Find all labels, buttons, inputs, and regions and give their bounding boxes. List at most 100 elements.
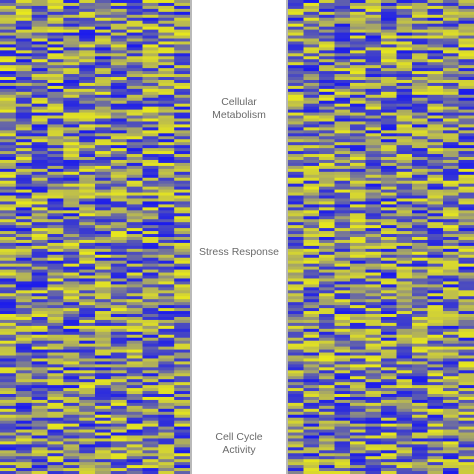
heatmap-cell	[15, 325, 33, 330]
heatmap-cell	[63, 423, 80, 427]
heatmap-cell	[95, 148, 112, 152]
heatmap-cell	[47, 456, 64, 460]
heatmap-cell	[0, 361, 17, 365]
heatmap-cell	[412, 136, 428, 140]
heatmap-cell	[458, 429, 474, 433]
heatmap-cell	[174, 213, 190, 217]
heatmap-cell	[95, 257, 112, 262]
heatmap-cell	[63, 334, 80, 339]
heatmap-cell	[303, 245, 320, 250]
heatmap-cell	[0, 272, 17, 276]
heatmap-cell	[15, 219, 33, 223]
heatmap-cell	[15, 319, 33, 324]
heatmap-cell	[365, 198, 382, 202]
heatmap-cell	[142, 65, 159, 69]
heatmap-cell	[303, 275, 320, 279]
heatmap-cell	[79, 281, 96, 285]
heatmap-cell	[79, 462, 96, 466]
heatmap-cell	[412, 263, 428, 268]
heatmap-cell	[15, 311, 33, 315]
heatmap-cell	[142, 5, 159, 10]
heatmap-cell	[63, 248, 80, 253]
heatmap-cell	[458, 391, 474, 395]
heatmap-cell	[334, 328, 351, 333]
heatmap-cell	[15, 299, 33, 303]
heatmap-cell	[350, 444, 366, 448]
heatmap-cell	[0, 29, 17, 33]
heatmap-cell	[47, 213, 64, 217]
heatmap-cell	[396, 44, 413, 48]
heatmap-cell	[365, 459, 382, 463]
heatmap-cell	[443, 328, 459, 333]
heatmap-cell	[381, 23, 397, 28]
heatmap-cell	[396, 459, 413, 463]
heatmap-cell	[288, 103, 304, 108]
heatmap-cell	[174, 59, 190, 63]
heatmap-cell	[79, 5, 96, 10]
heatmap-cell	[0, 8, 17, 13]
heatmap-cell	[126, 272, 143, 276]
heatmap-cell	[158, 59, 175, 63]
heatmap-cell	[365, 225, 382, 229]
heatmap-cell	[47, 343, 64, 348]
heatmap-cell	[174, 207, 190, 211]
heatmap-cell	[79, 198, 96, 202]
heatmap-cell	[427, 62, 444, 66]
heatmap-cell	[303, 47, 320, 51]
heatmap-cell	[396, 316, 413, 321]
heatmap-cell	[381, 198, 397, 202]
heatmap-cell	[334, 456, 351, 460]
heatmap-cell	[381, 367, 397, 371]
heatmap-cell	[396, 157, 413, 161]
heatmap-cell	[334, 444, 351, 448]
heatmap-cell	[158, 402, 175, 407]
heatmap-cell	[0, 44, 17, 48]
heatmap-cell	[142, 402, 159, 407]
heatmap-cell	[319, 77, 335, 81]
heatmap-cell	[443, 305, 459, 309]
heatmap-cell	[381, 74, 397, 78]
heatmap-cell	[47, 272, 64, 276]
heatmap-cell	[396, 94, 413, 99]
heatmap-cell	[174, 79, 190, 84]
heatmap-cell	[95, 100, 112, 105]
heatmap-cell	[303, 228, 320, 232]
heatmap-cell	[110, 159, 128, 164]
heatmap-cell	[63, 53, 80, 57]
heatmap-cell	[334, 23, 351, 28]
heatmap-cell	[79, 130, 96, 134]
heatmap-cell	[31, 121, 48, 125]
heatmap-cell	[95, 204, 112, 208]
heatmap-cell	[412, 231, 428, 235]
heatmap-cell	[334, 124, 351, 128]
heatmap-cell	[95, 59, 112, 63]
heatmap-cell	[443, 456, 459, 460]
heatmap-cell	[0, 183, 17, 188]
heatmap-cell	[412, 145, 428, 149]
heatmap-cell	[110, 50, 128, 54]
heatmap-cell	[458, 364, 474, 368]
heatmap-cell	[31, 127, 48, 131]
heatmap-cell	[288, 207, 304, 211]
heatmap-cell	[47, 94, 64, 99]
heatmap-cell	[334, 263, 351, 268]
heatmap-cell	[142, 305, 159, 309]
heatmap-cell	[412, 38, 428, 42]
heatmap-cell	[63, 177, 80, 182]
heatmap-cell	[458, 287, 474, 291]
heatmap-cell	[126, 62, 143, 66]
heatmap-cell	[396, 112, 413, 116]
heatmap-cell	[303, 59, 320, 63]
heatmap-cell	[350, 231, 366, 235]
heatmap-cell	[174, 438, 190, 442]
heatmap-cell	[158, 35, 175, 39]
heatmap-cell	[47, 459, 64, 463]
heatmap-cell	[0, 331, 17, 336]
heatmap-cell	[303, 145, 320, 149]
heatmap-cell	[396, 352, 413, 356]
heatmap-cell	[142, 210, 159, 214]
heatmap-cell	[79, 373, 96, 377]
heatmap-cell	[63, 349, 80, 353]
heatmap-cell	[365, 29, 382, 33]
heatmap-cell	[110, 97, 128, 102]
